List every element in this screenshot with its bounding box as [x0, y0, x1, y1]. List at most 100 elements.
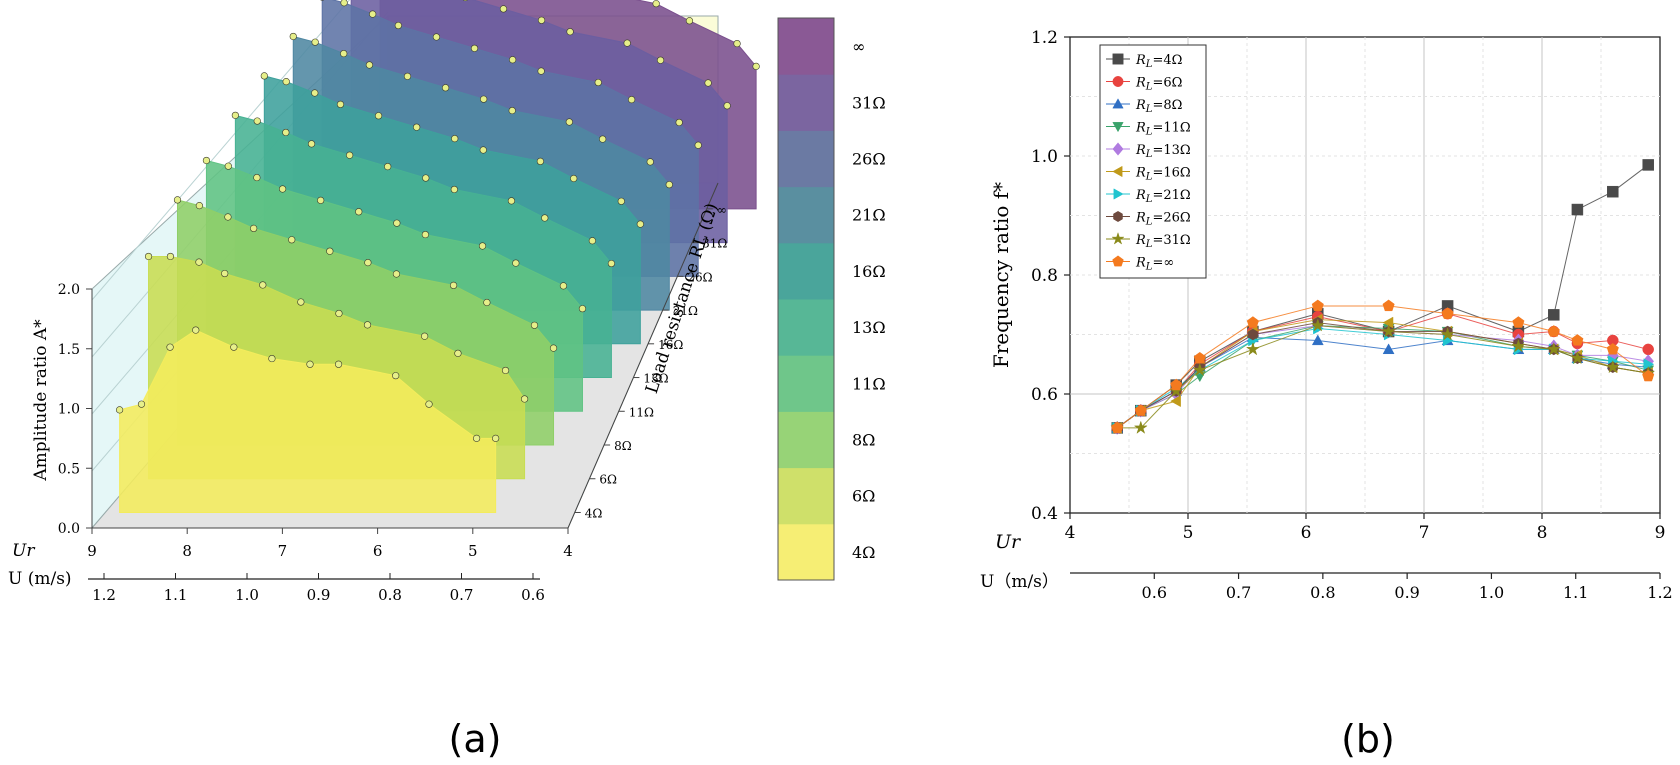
u-tick-label: 1.1: [1563, 583, 1588, 602]
data-point: [1113, 188, 1124, 200]
ribbon-point: [374, 112, 383, 120]
depth-tick-label: 6Ω: [599, 473, 617, 487]
ribbon-point: [311, 89, 319, 97]
data-point: [1170, 378, 1183, 391]
colorbar-label: 13Ω: [852, 318, 886, 337]
data-point: [1245, 341, 1260, 356]
ribbon-point: [364, 259, 372, 267]
ribbon-point: [392, 270, 401, 278]
z-axis: 0.0 0.5 1.0 1.5 2.0: [58, 282, 93, 537]
ribbon-point: [307, 140, 316, 148]
ribbon-point: [501, 366, 510, 375]
ribbon-point: [166, 252, 175, 261]
ribbon-point: [450, 185, 458, 194]
data-point: [1133, 420, 1148, 434]
ribbon-point: [507, 197, 516, 205]
data-point: [1112, 142, 1124, 156]
axes: 4 5 6 7 8 9 0.4 0.6 0.8 1.0 1.2 0.6 0.7 0.8 0.9 1.0 1.1 1…: [1031, 28, 1673, 602]
ribbon-point: [723, 102, 731, 110]
y-axis-label: Frequency ratio f*: [989, 182, 1013, 368]
ribbon-point: [570, 174, 578, 183]
ribbon-point: [326, 247, 334, 255]
data-point: [1113, 211, 1123, 222]
ur-axis-label: Ur: [995, 531, 1022, 553]
data-point: [1310, 318, 1325, 332]
depth-axis-line: [567, 182, 719, 529]
z-tick-label: 1.0: [58, 402, 80, 418]
ribbon-point: [623, 39, 631, 47]
legend-label: RL=21Ω: [1135, 188, 1191, 205]
ribbon-point: [578, 305, 587, 313]
ribbon-point: [202, 156, 211, 165]
ribbon-point: [260, 72, 268, 80]
ribbon-point: [288, 236, 296, 244]
ribbon-point: [334, 360, 343, 368]
data-point: [1193, 351, 1206, 364]
ribbon-point: [278, 185, 287, 193]
ribbon-4Ω: [115, 326, 500, 513]
data-point: [1570, 350, 1585, 365]
ur-axis: 9 8 7 6 5 4: [87, 527, 573, 560]
ribbon-point: [432, 33, 441, 41]
data-point: [1571, 334, 1584, 346]
data-point: [1381, 324, 1396, 338]
data-point: [1511, 338, 1526, 353]
data-point: [1382, 316, 1394, 329]
u-tick-label: 0.7: [1226, 583, 1251, 602]
data-point: [1605, 359, 1620, 374]
ribbon-point: [289, 32, 297, 41]
data-point: [1548, 309, 1560, 321]
data-point: [1512, 316, 1525, 328]
ribbon-point: [421, 230, 429, 239]
ribbon-point: [512, 259, 520, 267]
data-point: [1246, 316, 1259, 328]
ribbon-point: [478, 242, 487, 250]
colorbar-label: 6Ω: [852, 487, 875, 506]
ribbon-point: [636, 220, 644, 228]
u-tick-label: 1.2: [92, 586, 116, 604]
legend-item-21Ω: RL=21Ω: [1106, 188, 1191, 205]
colorbar-segment: [778, 242, 834, 300]
ribbon-point: [652, 0, 660, 8]
data-point: [1642, 159, 1654, 171]
ribbon-point: [473, 434, 481, 442]
ribbon-point: [549, 344, 558, 352]
ribbon-point: [559, 282, 568, 290]
data-point: [1192, 362, 1207, 377]
data-point: [1112, 122, 1124, 133]
u-tick-label: 0.9: [1394, 583, 1419, 602]
legend-label: RL=4Ω: [1135, 53, 1182, 70]
ribbon-point: [675, 118, 683, 127]
ribbon-point: [311, 38, 319, 46]
ribbon-point: [144, 252, 153, 261]
ribbon-point: [508, 56, 517, 64]
ribbon-point: [566, 28, 574, 36]
ribbon-point: [369, 10, 377, 18]
data-point: [1382, 343, 1395, 355]
colorbar-label: ∞: [852, 37, 865, 56]
u-axis: 1.2 1.1 1.0 0.9 0.8 0.7 0.6: [92, 573, 545, 604]
z-tick-label: 2.0: [58, 282, 80, 298]
legend-item-16Ω: RL=16Ω: [1106, 166, 1191, 183]
ribbon-point: [479, 146, 487, 154]
ribbon-point: [508, 106, 516, 115]
data-point: [1112, 165, 1123, 178]
ribbon-point: [250, 224, 258, 233]
u-tick-label: 0.6: [521, 586, 545, 604]
data-point: [1571, 203, 1584, 216]
data-point: [1440, 327, 1455, 341]
series-∞: [1111, 299, 1655, 434]
depth-axis: 4Ω 6Ω 8Ω 11Ω 13Ω 16Ω 21Ω 26Ω 31Ω ∞: [567, 182, 727, 529]
ribbon-point: [363, 321, 372, 329]
colorbar-label: 8Ω: [852, 431, 875, 450]
ribbon-point: [599, 135, 607, 143]
data-point: [1311, 299, 1324, 312]
ribbon-point: [483, 298, 491, 307]
ur-tick-label: 4: [563, 542, 573, 560]
ribbon-point: [317, 196, 325, 204]
ribbon-point: [607, 259, 616, 268]
colorbar-segment: [778, 299, 834, 356]
ribbon-point: [454, 349, 462, 357]
colorbar-label: 21Ω: [852, 206, 886, 225]
panel-label-b: (b): [1341, 717, 1395, 761]
